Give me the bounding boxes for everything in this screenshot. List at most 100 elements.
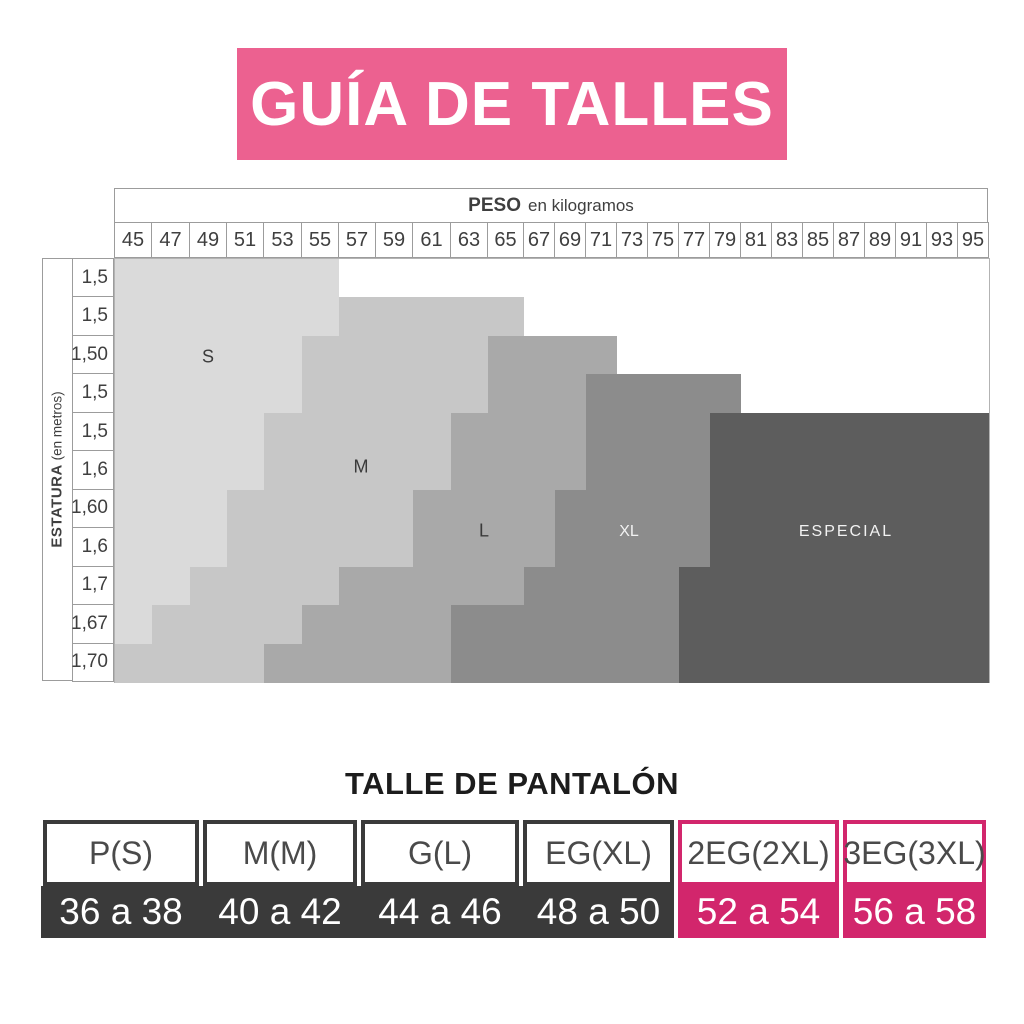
weight-axis-title-bold: PESO [468, 194, 521, 216]
pants-values-accent-cell [843, 886, 986, 938]
size-region-rect-m [152, 605, 302, 645]
size-region-rect-xl [451, 605, 679, 645]
height-label-cell: 1,6 [72, 527, 114, 567]
pants-values-accent-cell [678, 886, 839, 938]
weight-label-cell: 51 [226, 222, 264, 258]
pants-header-cell: 2EG(2XL) [678, 820, 839, 886]
size-region-rect-especial [710, 451, 989, 491]
height-label-cell: 1,5 [72, 411, 114, 452]
weight-label-cell: 77 [678, 222, 710, 258]
weight-label-cell: 91 [895, 222, 927, 258]
pants-value-text: 48 a 50 [536, 891, 661, 932]
weight-label-cell: 93 [926, 222, 958, 258]
weight-label-cell: 85 [802, 222, 834, 258]
weight-label-cell: 49 [189, 222, 227, 258]
size-region-rect-especial [679, 643, 989, 683]
size-region-rect-m [115, 643, 264, 683]
weight-label-cell: 67 [523, 222, 555, 258]
size-region-rect-xl [555, 528, 710, 568]
weight-label-cell: 65 [487, 222, 524, 258]
height-label-cell: 1,60 [71, 488, 114, 529]
pants-value-text: 36 a 38 [59, 891, 183, 932]
size-region-rect-l [488, 335, 617, 376]
size-region-rect-s [115, 374, 302, 414]
weight-label-cell: 95 [957, 222, 989, 258]
size-region-rect-m [227, 489, 413, 529]
size-region-rect-s [115, 605, 152, 645]
weight-label-cell: 79 [709, 222, 741, 258]
weight-axis-labels: 45 47 49 51 53 55 57 59 61 63 65 67 69 71 73 75 77 79 81 83… [114, 222, 990, 259]
height-label-cell: 1,6 [72, 450, 114, 490]
weight-label-cell: 75 [647, 222, 679, 258]
size-region-rect-l [488, 374, 586, 414]
size-region-rect-l [302, 605, 451, 645]
weight-axis-title: PESO en kilogramos [114, 188, 988, 223]
height-label-cell: 1,5 [72, 373, 114, 413]
height-label-cell: 1,5 [72, 258, 114, 298]
weight-label-cell: 89 [864, 222, 896, 258]
height-label-cell: 1,7 [72, 565, 114, 606]
weight-label-cell: 69 [554, 222, 586, 258]
size-region-rect-s [115, 259, 339, 299]
weight-label-cell: 59 [375, 222, 413, 258]
height-axis-title-box: ESTATURA (en metros) [42, 258, 73, 681]
size-region-rect-s [115, 335, 302, 376]
size-region-rect-m [339, 297, 524, 337]
weight-axis-title-unit: en kilogramos [527, 195, 634, 215]
size-region-rect-s [115, 566, 190, 606]
weight-label-cell: 73 [616, 222, 648, 258]
weight-label-cell: 71 [585, 222, 617, 258]
height-axis-title: ESTATURA (en metros) [49, 391, 66, 547]
size-regions-plot: S M L XL ESPECIAL [114, 258, 990, 683]
weight-label-cell: 87 [833, 222, 865, 258]
size-region-rect-xl [524, 566, 679, 606]
size-region-rect-l [339, 566, 524, 606]
weight-label-cell: 57 [338, 222, 376, 258]
size-region-rect-l [264, 643, 451, 683]
size-region-rect-especial [679, 605, 989, 645]
size-region-rect-s [115, 451, 264, 491]
size-region-rect-xl [451, 643, 679, 683]
pants-value-text: 44 a 46 [378, 891, 502, 932]
pants-header-cell: M(M) [203, 820, 357, 886]
size-region-rect-l [451, 412, 586, 453]
weight-label-cell: 55 [301, 222, 339, 258]
pants-header-cell: P(S) [43, 820, 199, 886]
pants-header-cell: G(L) [361, 820, 519, 886]
pants-table-title: TALLE DE PANTALÓN [345, 766, 679, 801]
size-region-rect-s [115, 528, 227, 568]
size-region-rect-s [115, 489, 227, 529]
pants-value-text: 56 a 58 [852, 891, 977, 932]
weight-label-cell: 53 [263, 222, 302, 258]
pants-value-text: 40 a 42 [218, 891, 342, 932]
size-region-label-m: M [353, 456, 369, 477]
size-region-rect-m [302, 335, 488, 376]
weight-label-cell: 61 [412, 222, 451, 258]
pants-value-text: 52 a 54 [696, 891, 821, 932]
height-label-cell: 1,50 [71, 334, 114, 375]
height-label-cell: 1,5 [72, 296, 114, 336]
weight-label-cell: 63 [450, 222, 488, 258]
height-label-cell: 1,67 [71, 604, 114, 644]
pants-header-cell: 3EG(3XL) [843, 820, 986, 886]
weight-label-cell: 83 [771, 222, 803, 258]
size-chart: PESO en kilogramos 45 47 49 51 53 55 57 59 61 63 6… [42, 188, 990, 683]
size-region-label-s: S [201, 346, 215, 367]
size-region-rect-especial [710, 489, 989, 529]
pants-size-table: P(S) M(M) G(L) EG(XL) 2EG(2XL) 3EG(3XL) 36 a 3… [41, 820, 988, 938]
size-region-rect-s [115, 297, 339, 337]
size-region-label-especial: ESPECIAL [798, 523, 894, 540]
size-region-rect-m [190, 566, 339, 606]
size-region-rect-l [413, 489, 555, 529]
size-region-rect-m [302, 374, 488, 414]
size-region-rect-s [115, 412, 264, 453]
height-axis-title-bold: ESTATURA [49, 464, 67, 548]
weight-label-cell: 81 [740, 222, 772, 258]
size-region-rect-xl [586, 412, 710, 453]
size-region-rect-m [227, 528, 413, 568]
pants-header-cell: EG(XL) [523, 820, 674, 886]
pants-values-dark-band [41, 886, 674, 938]
page-title: GUÍA DE TALLES [250, 69, 774, 139]
title-banner: GUÍA DE TALLES [237, 48, 787, 160]
